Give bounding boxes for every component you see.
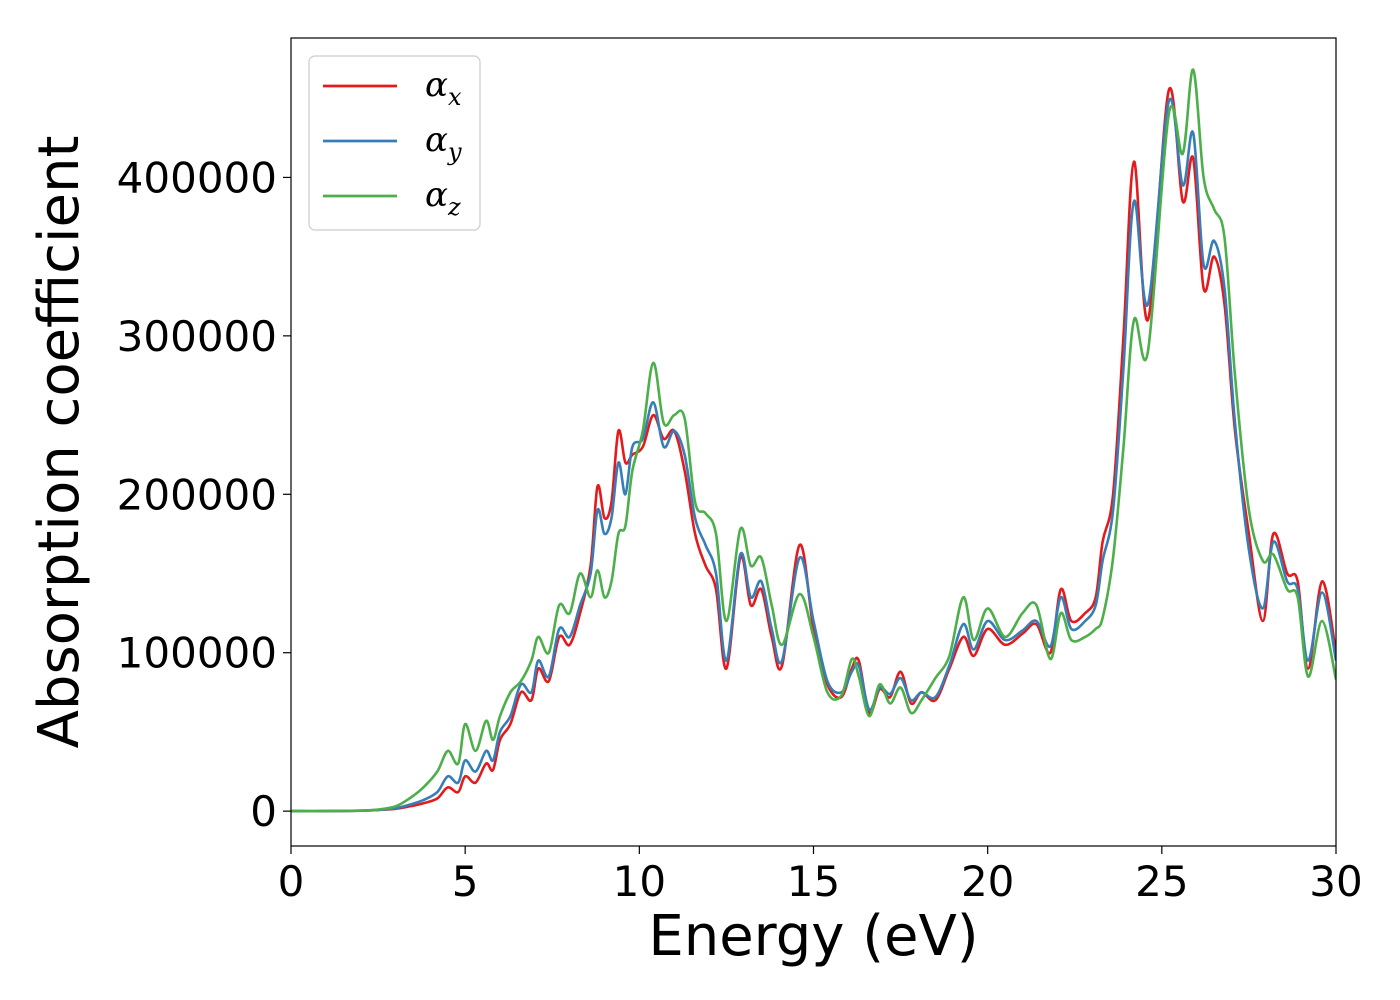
y-tick-label: 0	[250, 787, 277, 836]
x-tick-label: 25	[1135, 857, 1188, 906]
legend-items: αx αy αz	[323, 65, 462, 221]
x-tick-label: 15	[787, 857, 840, 906]
x-tick-label: 0	[278, 857, 305, 906]
y-axis: 0 100000 200000 300000 400000	[117, 153, 291, 836]
legend-label-z: αz	[425, 175, 461, 221]
y-tick-label: 400000	[117, 153, 277, 202]
series-line-z	[291, 68, 1336, 813]
legend-box	[308, 55, 481, 231]
y-tick-label: 200000	[117, 470, 277, 519]
x-tick-label: 20	[961, 857, 1014, 906]
y-axis-label: Absorption coefficient	[27, 136, 92, 749]
legend-label-x: αx	[425, 65, 462, 111]
series-line-y	[291, 97, 1336, 813]
legend: αx αy αz	[308, 55, 481, 231]
legend-label-y: αy	[425, 120, 462, 166]
y-tick-label: 100000	[117, 629, 277, 678]
x-axis: 0 5 10 15 20 25 30	[278, 846, 1363, 906]
x-axis-label: Energy (eV)	[648, 904, 978, 969]
x-tick-label: 10	[613, 857, 666, 906]
x-tick-label: 30	[1309, 857, 1362, 906]
x-tick-label: 5	[452, 857, 479, 906]
y-tick-label: 300000	[117, 312, 277, 361]
series-layer	[291, 68, 1336, 813]
